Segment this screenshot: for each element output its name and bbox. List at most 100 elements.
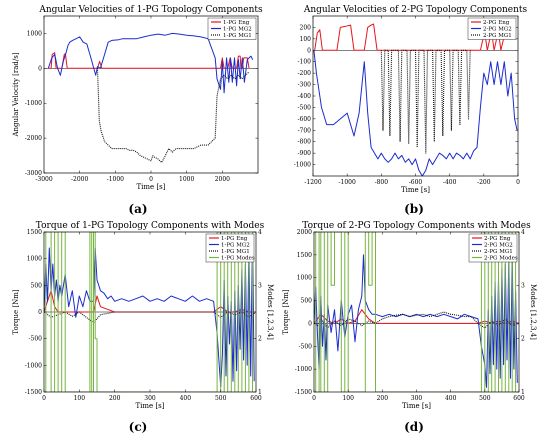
series-group xyxy=(314,232,519,392)
legend-entry: 1-PG MG2 xyxy=(223,27,252,33)
x-axis-label: Time [s] xyxy=(136,402,165,410)
x-tick-label: 100 xyxy=(342,395,354,402)
y-tick-label: -500 xyxy=(299,343,313,350)
legend-entry: 1-PG MG1 xyxy=(223,33,252,39)
y-axis-label: Angular Velocity [rad/s] xyxy=(12,52,20,137)
x-tick-label: 600 xyxy=(250,395,262,402)
x-axis-label: Time [s] xyxy=(402,402,431,410)
x-tick-label: 0 xyxy=(312,395,316,402)
chart-title: Torque of 1-PG Topology Components with … xyxy=(36,221,265,231)
panel-label: (c) xyxy=(129,420,148,434)
y-tick-label: -400 xyxy=(298,93,312,100)
chart-panel-1: Angular Velocities of 1-PG Topology Comp… xyxy=(12,5,263,216)
y-tick-label: -100 xyxy=(298,59,312,66)
x-tick-label: -2000 xyxy=(71,176,88,183)
y-tick-label: -300 xyxy=(298,82,312,89)
chart-title: Angular Velocities of 1-PG Topology Comp… xyxy=(38,5,263,15)
y-tick-label: 1000 xyxy=(27,30,42,37)
y-tick-label: 0 xyxy=(38,309,42,316)
series-line-2-pg-mg2 xyxy=(313,50,518,176)
x-axis-label: Time [s] xyxy=(401,186,430,194)
y-axis-label: Torque [Nm] xyxy=(282,289,290,335)
x-tick-label: -1000 xyxy=(339,179,356,186)
series-line-2-pg-mg1 xyxy=(380,49,471,154)
y-tick-label: 0 xyxy=(38,65,42,72)
series-line-1-pg-mg2 xyxy=(47,32,254,94)
chart-panel-4: Torque of 2-PG Topology Components with … xyxy=(282,221,537,434)
x-tick-label: 500 xyxy=(479,395,491,402)
x-tick-label: 400 xyxy=(445,395,457,402)
y-tick-label: -600 xyxy=(298,116,312,123)
y-tick-label: 100 xyxy=(300,36,312,43)
x-tick-label: 100 xyxy=(74,395,86,402)
x-tick-label: 0 xyxy=(516,179,520,186)
legend-entry: 1-PG MG1 xyxy=(221,249,250,255)
series-line-1-pg-mg2 xyxy=(44,236,255,388)
x-tick-label: -400 xyxy=(443,179,457,186)
legend-entry: 2-PG MG2 xyxy=(483,27,512,33)
y2-axis-label: Modes [1,2,3,4] xyxy=(266,284,274,340)
y2-tick-label: 2 xyxy=(521,336,525,343)
y2-tick-label: 1 xyxy=(258,389,262,396)
chart-title: Torque of 2-PG Topology Components with … xyxy=(302,221,531,231)
y-tick-label: -1000 xyxy=(25,100,42,107)
x-axis-label: Time [s] xyxy=(137,183,166,191)
series-line-2-pg-mg2 xyxy=(314,254,518,388)
panel-label: (b) xyxy=(404,202,424,216)
y2-axis-label: Modes [1,2,3,4] xyxy=(529,284,537,340)
series-line-2-pg-modes xyxy=(314,232,519,392)
panel-label: (d) xyxy=(404,420,424,434)
panel-label: (a) xyxy=(128,202,147,216)
y-tick-label: 500 xyxy=(301,298,313,305)
x-tick-label: 400 xyxy=(180,395,192,402)
y-tick-label: -1500 xyxy=(295,389,312,396)
y-tick-label: 1500 xyxy=(297,252,312,259)
series-group xyxy=(313,23,518,176)
legend-entry: 1-PG MG2 xyxy=(221,243,250,249)
x-tick-label: 200 xyxy=(377,395,389,402)
chart-panel-3: Torque of 1-PG Topology Components with … xyxy=(12,221,274,434)
y-tick-label: 0 xyxy=(308,320,312,327)
y-tick-label: 1500 xyxy=(27,229,42,236)
y-tick-label: -1000 xyxy=(295,366,312,373)
y2-tick-label: 4 xyxy=(258,229,262,236)
y-tick-label: -500 xyxy=(298,104,312,111)
y-tick-label: -700 xyxy=(298,127,312,134)
series-line-1-pg-modes xyxy=(44,232,256,392)
legend-entry: 1-PG Eng xyxy=(223,20,250,26)
series-group xyxy=(47,32,254,164)
y-tick-label: 1000 xyxy=(297,275,312,282)
x-tick-label: -3000 xyxy=(35,176,52,183)
y2-tick-label: 3 xyxy=(521,282,525,289)
x-tick-label: -1000 xyxy=(107,176,124,183)
y-tick-label: -1000 xyxy=(25,362,42,369)
y2-tick-label: 4 xyxy=(521,229,525,236)
x-tick-label: 200 xyxy=(109,395,121,402)
chart-title: Angular Velocities of 2-PG Topology Comp… xyxy=(303,5,528,15)
y-tick-label: 500 xyxy=(31,282,43,289)
legend-entry: 2-PG MG1 xyxy=(484,249,513,255)
x-tick-label: 1000 xyxy=(179,176,194,183)
y-tick-label: -2000 xyxy=(25,135,42,142)
x-tick-label: 500 xyxy=(215,395,227,402)
x-tick-label: 300 xyxy=(144,395,156,402)
series-group xyxy=(44,232,256,392)
legend-entry: 2-PG Eng xyxy=(484,236,511,242)
y-tick-label: 1000 xyxy=(27,256,42,263)
x-tick-label: 2000 xyxy=(215,176,230,183)
y-tick-label: 0 xyxy=(307,47,311,54)
chart-panel-2: Angular Velocities of 2-PG Topology Comp… xyxy=(294,5,528,216)
legend-entry: 2-PG Eng xyxy=(483,20,510,26)
x-tick-label: -800 xyxy=(375,179,389,186)
legend-entry: 1-PG Modes xyxy=(221,256,255,262)
series-line-2-pg-mg1 xyxy=(314,311,519,329)
legend-box xyxy=(467,17,517,40)
plot-area xyxy=(44,16,258,173)
y-tick-label: -900 xyxy=(298,150,312,157)
y-tick-label: 200 xyxy=(300,24,312,31)
y-tick-label: -800 xyxy=(298,139,312,146)
plot-area xyxy=(313,16,518,176)
